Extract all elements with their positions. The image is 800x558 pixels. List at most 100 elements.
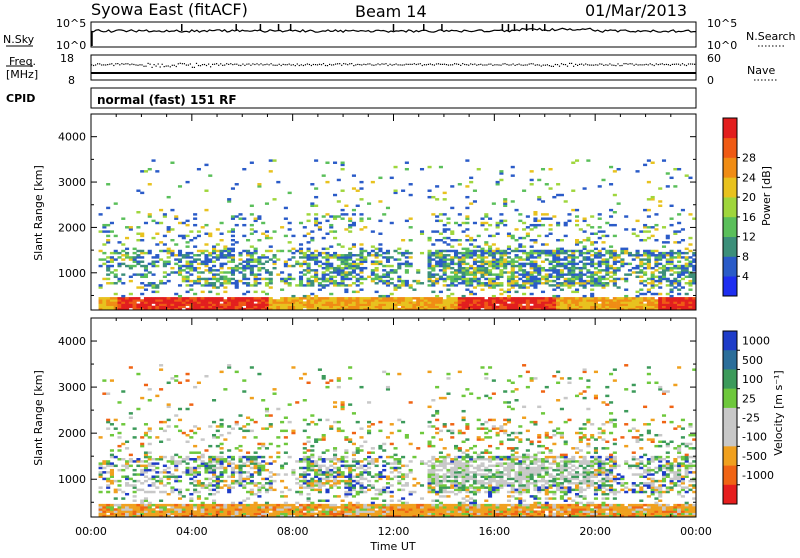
velocity-cell: [371, 447, 375, 449]
velocity-cell: [159, 508, 163, 510]
velocity-cell: [314, 462, 318, 464]
power-cell: [117, 278, 121, 280]
velocity-cell: [140, 397, 144, 399]
power-cell: [435, 299, 439, 301]
power-cell: [499, 265, 503, 267]
power-cell: [571, 282, 575, 284]
power-cell: [575, 299, 579, 301]
power-cell: [359, 228, 363, 230]
velocity-cell: [288, 421, 292, 423]
power-cell: [446, 284, 450, 286]
velocity-cell: [310, 456, 314, 458]
velocity-cell: [371, 508, 375, 510]
power-cell: [496, 306, 500, 308]
power-cell: [480, 304, 484, 306]
velocity-cell: [322, 508, 326, 510]
power-cell: [140, 235, 144, 237]
power-cell: [560, 288, 564, 290]
power-cell: [220, 271, 224, 273]
power-cell: [412, 301, 416, 303]
power-cell: [609, 306, 613, 308]
nave-dot: [694, 64, 695, 65]
power-cell: [189, 239, 193, 241]
power-cell: [155, 222, 159, 224]
power-cell: [276, 181, 280, 183]
velocity-cell: [359, 475, 363, 477]
power-cell: [552, 252, 556, 254]
power-cell: [480, 250, 484, 252]
power-cell: [522, 228, 526, 230]
power-cell: [220, 267, 224, 269]
velocity-cell: [121, 423, 125, 425]
power-cell: [231, 267, 235, 269]
velocity-cell: [227, 364, 231, 366]
power-cell: [167, 304, 171, 306]
power-cell: [216, 269, 220, 271]
nave-dot: [615, 65, 616, 66]
velocity-cell: [325, 449, 329, 451]
velocity-cell: [242, 425, 246, 427]
nave-dot: [206, 65, 207, 66]
velocity-cell: [371, 486, 375, 488]
power-cell: [545, 213, 549, 215]
velocity-cell: [125, 462, 129, 464]
power-cell: [601, 306, 605, 308]
power-cell: [431, 269, 435, 271]
velocity-cell: [208, 467, 212, 469]
power-cell: [681, 273, 685, 275]
power-cell: [375, 254, 379, 256]
power-cell: [295, 301, 299, 303]
velocity-cell: [136, 513, 140, 515]
velocity-cell: [348, 484, 352, 486]
velocity-cell: [318, 486, 322, 488]
power-cell: [333, 217, 337, 219]
power-cell: [337, 256, 341, 258]
power-cell: [639, 263, 643, 265]
velocity-cell: [167, 406, 171, 408]
power-cell: [462, 248, 466, 250]
velocity-cell: [129, 513, 133, 515]
power-cell: [223, 299, 227, 301]
velocity-cell: [322, 471, 326, 473]
velocity-cell: [216, 462, 220, 464]
power-cell: [549, 267, 553, 269]
nave-dot: [252, 63, 253, 64]
power-cell: [556, 306, 560, 308]
velocity-cell: [102, 478, 106, 480]
power-cell: [617, 301, 621, 303]
velocity-cell: [155, 458, 159, 460]
power-cell: [598, 269, 602, 271]
velocity-cell: [152, 491, 156, 493]
power-cell: [480, 271, 484, 273]
velocity-cell: [276, 506, 280, 508]
power-cell: [197, 301, 201, 303]
nave-dot: [567, 66, 568, 67]
power-cell: [193, 301, 197, 303]
power-cell: [189, 284, 193, 286]
power-cell: [556, 248, 560, 250]
power-cell: [227, 198, 231, 200]
power-cell: [537, 224, 541, 226]
nave-dot: [246, 64, 247, 65]
power-cell: [583, 301, 587, 303]
power-cell: [144, 269, 148, 271]
power-cell: [208, 304, 212, 306]
power-cell: [647, 254, 651, 256]
nave-dot: [555, 64, 556, 65]
power-cell: [571, 284, 575, 286]
velocity-cell: [314, 473, 318, 475]
power-cell: [420, 306, 424, 308]
power-cell: [182, 299, 186, 301]
power-cell: [446, 237, 450, 239]
velocity-cell: [378, 478, 382, 480]
power-cell: [178, 299, 182, 301]
power-cell: [110, 304, 114, 306]
power-cell: [446, 267, 450, 269]
power-cell: [314, 254, 318, 256]
power-cell: [564, 304, 568, 306]
power-cell: [511, 265, 515, 267]
velocity-cell: [341, 430, 345, 432]
power-cell: [647, 301, 651, 303]
power-cell: [435, 306, 439, 308]
velocity-cell: [223, 484, 227, 486]
